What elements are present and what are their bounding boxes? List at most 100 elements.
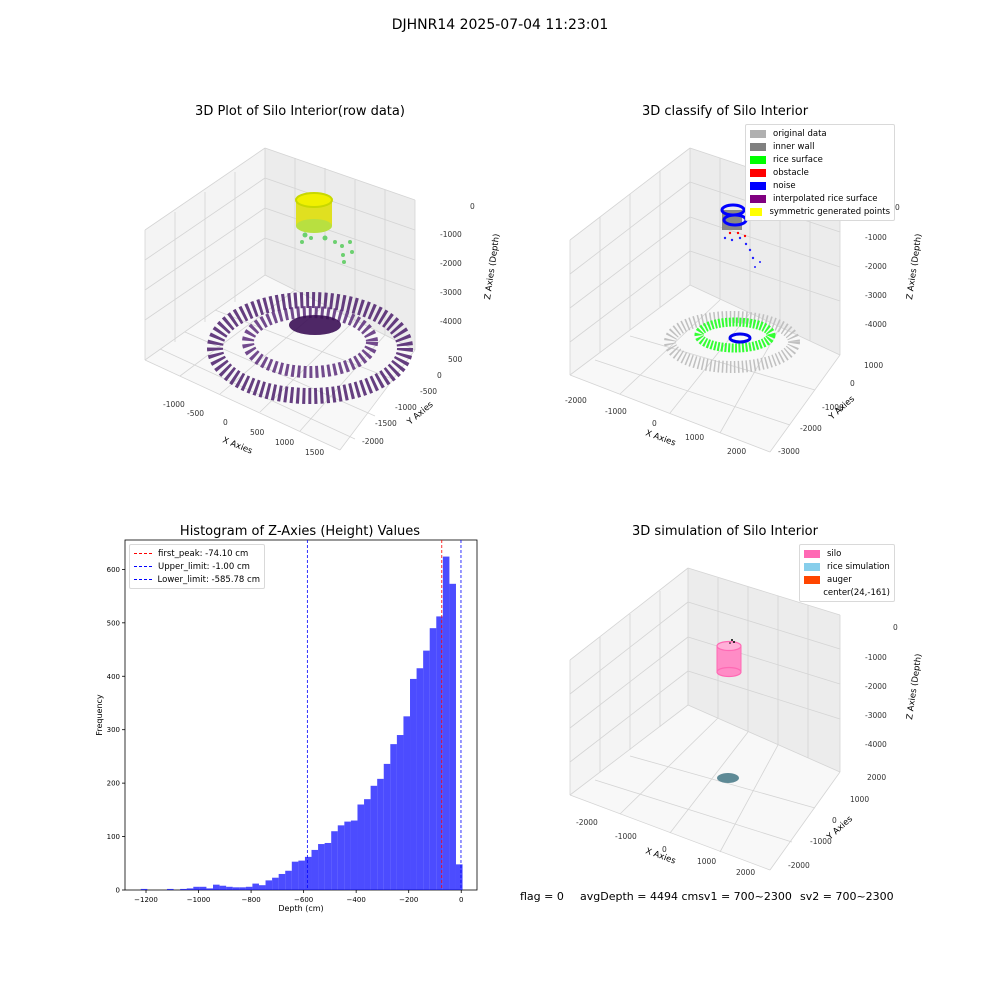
raw-ytick: 0 [437,371,442,380]
status-sv2: sv2 = 700~2300 [800,890,894,903]
legend-label: auger [827,574,852,585]
classify-ztick: -4000 [865,320,887,329]
legend-swatch [804,589,816,597]
legend-label: center(24,-161) [823,587,890,598]
histogram-bar [423,650,430,890]
classify-rice-surface-ring [694,317,776,353]
histogram-bar [291,861,299,890]
raw-3d-points [207,192,413,404]
legend-swatch [750,142,766,151]
classify-ytick: 1000 [864,361,883,370]
figure-title: DJHNR14 2025-07-04 11:23:01 [391,17,609,33]
raw-ytick: -2000 [362,437,384,446]
legend-item-lower-limit: Lower_limit: -585.78 cm [134,573,260,586]
raw-bottom-point-ring [289,315,341,335]
histogram-x-tick-label: −1000 [187,896,211,904]
raw-top-point-ring [296,219,332,233]
histogram-bar [265,880,273,890]
legend-item-rice-simulation: rice simulation [804,560,890,573]
legend-swatch [804,562,820,571]
silo-cylinder-top [716,640,742,652]
histogram-bar [206,888,213,890]
histogram-bar [442,556,450,890]
classify-x-axis-label: X Axies [644,428,677,448]
classify-ztick: -3000 [865,291,887,300]
classify-xtick: -2000 [565,396,587,405]
histogram-bar [180,888,187,890]
legend-item-noise: noise [750,179,890,192]
histogram-bar [429,628,437,890]
simulation-3d-plot: -2000 -1000 0 1000 2000 2000 1000 0 -100… [569,567,924,877]
histogram-x-tick-label: −400 [347,896,366,904]
histogram-x-tick-label: −800 [241,896,260,904]
classify-noise-points [723,236,761,268]
histogram-bar [193,886,200,890]
raw-ytick: -500 [420,387,437,396]
histogram-bar [331,831,338,890]
histogram-bar [357,804,365,890]
histogram-bar [318,844,325,890]
classify-ztick: -1000 [865,233,887,242]
simulation-ytick: 0 [832,816,837,825]
legend-item-first-peak: first_peak: -74.10 cm [134,547,260,560]
simulation-xtick: 0 [662,845,667,854]
classify-noise-ring [728,332,752,344]
legend-line-swatch [134,566,152,567]
histogram-title: Histogram of Z-Axies (Height) Values [179,524,421,539]
simulation-tick-labels: -2000 -1000 0 1000 2000 2000 1000 0 -100… [576,623,898,877]
simulation-z-axis-label: Z Axies (Depth) [905,653,924,720]
classify-plot-title: 3D classify of Silo Interior [641,104,809,119]
raw-scattered-points [300,232,354,264]
legend-swatch [750,207,763,216]
simulation-3d-objects [716,639,742,783]
simulation-xtick: -1000 [615,832,637,841]
simulation-ytick: -1000 [810,837,832,846]
raw-ztick: -4000 [440,317,462,326]
classify-xtick: 0 [652,419,657,428]
histogram-bar [344,821,351,890]
raw-3d-axes-box [144,147,416,451]
legend-label: original data [773,128,827,139]
raw-ytick: -1500 [375,419,397,428]
legend-label: rice simulation [827,561,890,572]
legend-label: Upper_limit: -1.00 cm [158,561,250,572]
raw-xtick: 500 [250,428,265,437]
histogram-bar [272,877,279,890]
center-marker [729,639,735,644]
histogram-bar [370,785,378,890]
status-avg-depth: avgDepth = 4494 cmsv1 = 700~2300 [580,890,792,903]
classify-3d-points [664,203,800,373]
classify-tick-labels: -2000 -1000 0 1000 2000 1000 0 -1000 -20… [565,203,900,456]
histogram-bar [455,864,463,890]
histogram-bar [213,884,220,890]
histogram-y-ticks: 0 100 200 300 400 500 600 [107,566,125,895]
histogram-bar [410,678,417,890]
legend-swatch [750,194,766,203]
classify-xtick: 1000 [685,433,704,442]
classify-ytick: 0 [850,379,855,388]
raw-ztick: -1000 [440,230,462,239]
histogram-bar [232,887,240,890]
raw-ytick: 500 [448,355,463,364]
histogram-y-tick-label: 600 [107,566,120,574]
simulation-ztick: -2000 [865,682,887,691]
histogram-bar [226,886,233,890]
legend-line-swatch [134,553,152,554]
histogram-x-axis-label: Depth (cm) [278,904,323,913]
legend-swatch [750,168,766,177]
histogram-y-tick-label: 100 [107,833,120,841]
histogram-bar [350,820,358,890]
raw-top-point-ring [295,192,333,208]
classify-ytick: -1000 [822,403,844,412]
legend-item-obstacle: obstacle [750,166,890,179]
raw-xtick: 1500 [305,448,324,457]
simulation-ytick: -2000 [788,861,810,870]
classify-obstacle-points [728,231,747,238]
legend-label: silo [827,548,842,559]
histogram-bar [324,842,332,890]
histogram-x-tick-label: −600 [294,896,313,904]
legend-label: symmetric generated points [769,206,890,217]
raw-ztick: -3000 [440,288,462,297]
histogram-bar [311,849,319,890]
simulation-y-axis-label: Y Axies [825,814,856,843]
